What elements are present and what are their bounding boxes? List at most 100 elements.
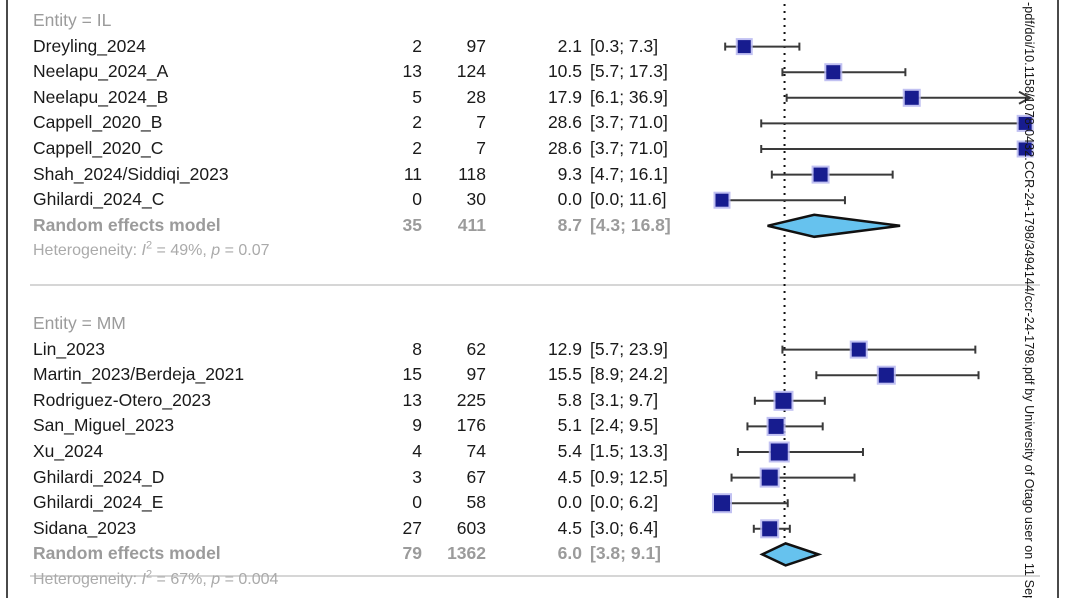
study-row-ci: [3.0; 6.4] [590, 517, 659, 538]
study-row-estimate: 2.1 [557, 35, 582, 56]
study-row-estimate: 17.9 [547, 86, 582, 107]
pooled-row-ci: [4.3; 16.8] [590, 214, 671, 235]
study-row: Martin_2023/Berdeja_2021 15 97 15.5 [8.9; 24… [8, 362, 1056, 387]
study-row: Ghilardi_2024_C 0 30 0.0 [0.0; 11.6] [8, 187, 1056, 212]
study-row-estimate: 28.6 [547, 138, 582, 158]
study-row-ci: [0.9; 12.5] [590, 466, 668, 487]
heterogeneity-i2-exponent: 2 [145, 240, 153, 253]
study-row-total: 118 [458, 163, 486, 184]
study-row-ci: [2.4; 9.5] [590, 415, 659, 436]
study-row-study: Ghilardi_2024_D [33, 466, 165, 487]
study-row: Rodriguez-Otero_2023 13 225 5.8 [3.1; 9.7] [8, 388, 1056, 413]
study-row-estimate: 28.6 [547, 112, 582, 133]
study-row-total: 62 [466, 338, 486, 359]
subgroup-header: Entity = MM [8, 311, 1056, 336]
study-row-study: Cappell_2020_C [33, 138, 164, 158]
page-border-right [1057, 0, 1059, 598]
study-row-study: Martin_2023/Berdeja_2021 [33, 364, 245, 385]
study-row-ci: [5.7; 23.9] [590, 338, 668, 359]
study-row-events: 11 [403, 163, 422, 184]
heterogeneity-text: Heterogeneity: I2 = 67%, p = 0.004 [33, 567, 278, 592]
study-row: Xu_2024 4 74 5.4 [1.5; 13.3] [8, 439, 1056, 464]
study-row-ci: [1.5; 13.3] [590, 441, 668, 461]
study-row-ci: [8.9; 24.2] [590, 364, 668, 385]
study-row-estimate: 9.3 [557, 163, 582, 184]
heterogeneity-row: Heterogeneity: I2 = 49%, p = 0.07 [8, 238, 1056, 263]
study-row-events: 0 [412, 189, 422, 210]
study-row-total: 603 [456, 517, 486, 538]
study-row: Neelapu_2024_A 13 124 10.5 [5.7; 17.3] [8, 59, 1056, 84]
forest-plot-figure: Entity = IL Dreyling_2024 2 97 2.1 [0.3; 7.3]… [8, 0, 1056, 598]
study-row-study: Shah_2024/Siddiqi_2023 [33, 163, 229, 184]
study-row-ci: [0.3; 7.3] [590, 35, 659, 56]
study-row-study: Ghilardi_2024_C [33, 189, 165, 210]
study-row: Lin_2023 8 62 12.9 [5.7; 23.9] [8, 337, 1056, 362]
study-row: Neelapu_2024_B 5 28 17.9 [6.1; 36.9] [8, 85, 1056, 110]
heterogeneity-text: Heterogeneity: I2 = 49%, p = 0.07 [33, 238, 270, 263]
pooled-row-total: 1362 [447, 543, 486, 564]
study-row-events: 4 [412, 441, 422, 461]
study-row-events: 2 [412, 112, 422, 133]
study-row: Cappell_2020_B 2 7 28.6 [3.7; 71.0] [8, 110, 1056, 135]
study-row-ci: [3.1; 9.7] [590, 389, 659, 410]
study-row-total: 58 [466, 492, 486, 513]
study-row-total: 30 [466, 189, 486, 210]
heterogeneity-prefix: Heterogeneity: [33, 571, 142, 588]
study-row-estimate: 5.4 [557, 441, 582, 461]
study-row-total: 176 [456, 415, 486, 436]
study-row-total: 225 [456, 389, 486, 410]
study-row: Sidana_2023 27 603 4.5 [3.0; 6.4] [8, 516, 1056, 541]
study-row-events: 27 [402, 517, 422, 538]
study-row-ci: [5.7; 17.3] [590, 61, 668, 82]
heterogeneity-i2-symbol: I [141, 571, 146, 588]
pooled-row-ci: [3.8; 9.1] [590, 543, 661, 564]
study-row-estimate: 4.5 [557, 466, 582, 487]
study-row-events: 9 [412, 415, 422, 436]
study-row-total: 97 [466, 364, 486, 385]
study-row: Shah_2024/Siddiqi_2023 11 118 9.3 [4.7; 16.1… [8, 162, 1056, 187]
study-row-total: 7 [476, 138, 486, 158]
study-row-total: 67 [466, 466, 486, 487]
study-row-estimate: 10.5 [547, 61, 582, 82]
study-row-study: Sidana_2023 [33, 517, 137, 538]
heterogeneity-p-value: = 0.07 [220, 242, 270, 260]
study-row-estimate: 4.5 [557, 517, 582, 538]
heterogeneity-i2-symbol: I [141, 242, 146, 260]
study-row-events: 8 [412, 338, 422, 359]
study-row-events: 2 [412, 138, 422, 158]
study-row-study: Rodriguez-Otero_2023 [33, 389, 212, 410]
study-row-events: 5 [412, 86, 422, 107]
heterogeneity-i2-value: = 67%, [152, 571, 212, 588]
study-row-estimate: 0.0 [557, 189, 582, 210]
pooled-row-events: 35 [402, 214, 422, 235]
study-row-estimate: 15.5 [547, 364, 582, 385]
study-row: Ghilardi_2024_D 3 67 4.5 [0.9; 12.5] [8, 465, 1056, 490]
study-row-events: 13 [402, 61, 422, 82]
heterogeneity-p-symbol: p [211, 242, 221, 260]
study-row-study: San_Miguel_2023 [33, 415, 175, 436]
study-row-study: Ghilardi_2024_E [33, 492, 164, 513]
study-row-study: Neelapu_2024_A [33, 61, 169, 82]
panel-separator [30, 575, 1040, 577]
panel-separator [30, 284, 1040, 286]
pooled-row: Random effects model 35 411 8.7 [4.3; 16.8] [8, 213, 1056, 238]
pooled-row: Random effects model 79 1362 6.0 [3.8; 9.1] [8, 541, 1056, 566]
study-row-ci: [3.7; 71.0] [590, 112, 668, 133]
study-row-ci: [0.0; 11.6] [590, 189, 667, 210]
heterogeneity-row: Heterogeneity: I2 = 67%, p = 0.004 [8, 567, 1056, 592]
page-border-left [6, 0, 8, 598]
study-row-total: 124 [456, 61, 486, 82]
pooled-row-study: Random effects model [33, 214, 221, 235]
study-row-estimate: 5.8 [557, 389, 582, 410]
study-row-ci: [3.7; 71.0] [590, 138, 668, 158]
study-row: Dreyling_2024 2 97 2.1 [0.3; 7.3] [8, 34, 1056, 59]
study-row-study: Dreyling_2024 [33, 35, 146, 56]
pooled-row-estimate: 8.7 [557, 214, 582, 235]
study-row-study: Neelapu_2024_B [33, 86, 169, 107]
study-row-events: 3 [412, 466, 422, 487]
study-row-events: 13 [402, 389, 422, 410]
study-row-events: 0 [412, 492, 422, 513]
heterogeneity-i2-value: = 49%, [152, 242, 212, 260]
pooled-row-events: 79 [402, 543, 422, 564]
study-row: Ghilardi_2024_E 0 58 0.0 [0.0; 6.2] [8, 490, 1056, 515]
